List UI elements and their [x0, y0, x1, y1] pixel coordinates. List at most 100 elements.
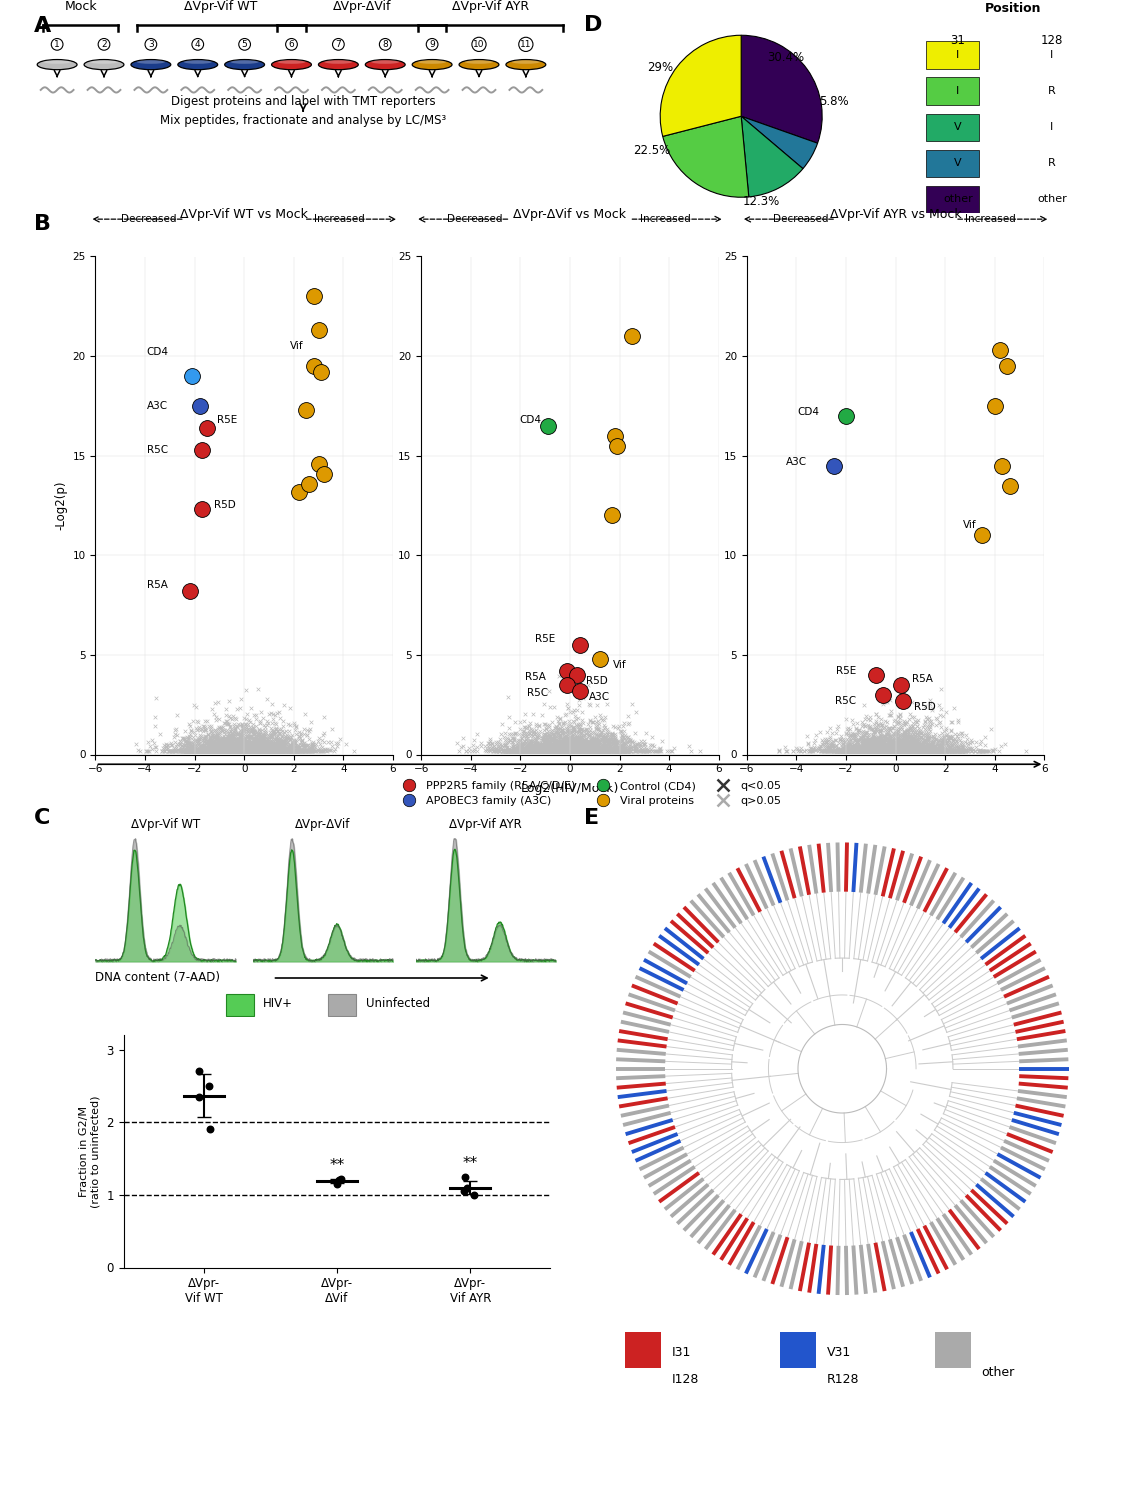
Point	[514, 720, 532, 744]
Point	[266, 738, 284, 762]
Point	[885, 738, 903, 762]
Point	[310, 452, 328, 476]
Point	[558, 734, 576, 758]
Point	[533, 726, 551, 750]
Point	[617, 738, 634, 762]
Point	[553, 738, 570, 762]
Point	[933, 738, 951, 762]
Point	[596, 738, 614, 762]
Point	[857, 738, 875, 762]
Point	[247, 736, 265, 760]
Point	[857, 738, 875, 762]
Point	[541, 724, 559, 748]
Point	[876, 735, 894, 759]
Point	[246, 726, 264, 750]
Point	[256, 734, 274, 758]
Point	[518, 738, 536, 762]
Point	[247, 706, 265, 730]
Point	[225, 738, 243, 762]
Point	[558, 734, 576, 758]
Point	[295, 702, 313, 726]
Point	[884, 723, 902, 747]
Point	[577, 717, 595, 741]
Point	[858, 736, 876, 760]
Point	[218, 738, 236, 762]
Point	[883, 717, 901, 741]
Point	[839, 718, 857, 742]
Point	[866, 724, 884, 748]
Point	[600, 726, 618, 750]
Point	[860, 728, 878, 752]
Point	[836, 738, 853, 762]
Point	[282, 736, 300, 760]
Point	[171, 738, 189, 762]
Point	[924, 736, 942, 760]
Point	[805, 728, 823, 752]
Point	[276, 735, 294, 759]
Point	[613, 738, 631, 762]
Point	[230, 729, 248, 753]
Point	[546, 738, 564, 762]
Point	[557, 738, 575, 762]
Point	[557, 735, 575, 759]
Point	[919, 735, 937, 759]
Point	[245, 738, 263, 762]
Point	[871, 734, 889, 758]
Point	[878, 735, 896, 759]
Point	[521, 734, 539, 758]
Point	[573, 734, 591, 758]
Point	[245, 728, 263, 752]
Point	[520, 734, 538, 758]
Point	[213, 738, 231, 762]
Point	[232, 729, 250, 753]
Point	[279, 738, 296, 762]
Point	[222, 735, 240, 759]
Point	[243, 738, 261, 762]
Point	[546, 724, 564, 748]
Point	[262, 738, 280, 762]
Point	[254, 724, 272, 748]
Point	[877, 717, 895, 741]
Point	[911, 735, 929, 759]
Point	[566, 736, 584, 760]
Point	[216, 728, 234, 752]
Point	[921, 738, 939, 762]
Text: 5.8%: 5.8%	[820, 94, 849, 108]
Point	[250, 738, 268, 762]
Point	[314, 462, 332, 486]
Point	[630, 735, 648, 759]
Point	[898, 723, 916, 747]
Point	[219, 726, 237, 750]
Point	[210, 729, 228, 753]
Point	[228, 714, 246, 738]
Point	[912, 734, 930, 758]
Point	[553, 728, 570, 752]
Point	[508, 738, 526, 762]
Point	[596, 738, 614, 762]
Point	[177, 738, 195, 762]
Point	[230, 734, 248, 758]
Point	[921, 735, 939, 759]
Point	[262, 738, 280, 762]
Point	[266, 738, 284, 762]
Point	[851, 738, 869, 762]
Point	[540, 738, 558, 762]
Point	[602, 730, 620, 754]
Point	[829, 738, 847, 762]
Point	[906, 736, 924, 760]
Point	[824, 738, 842, 762]
Point	[934, 728, 952, 752]
Point	[167, 735, 185, 759]
Point	[273, 738, 291, 762]
Point	[538, 738, 556, 762]
Point	[220, 738, 238, 762]
Point	[529, 738, 547, 762]
Point	[234, 738, 252, 762]
Point	[905, 736, 923, 760]
Point	[879, 726, 897, 750]
Point	[623, 324, 641, 348]
Point	[595, 738, 613, 762]
Point	[569, 738, 587, 762]
Point	[517, 738, 535, 762]
Point	[615, 738, 633, 762]
